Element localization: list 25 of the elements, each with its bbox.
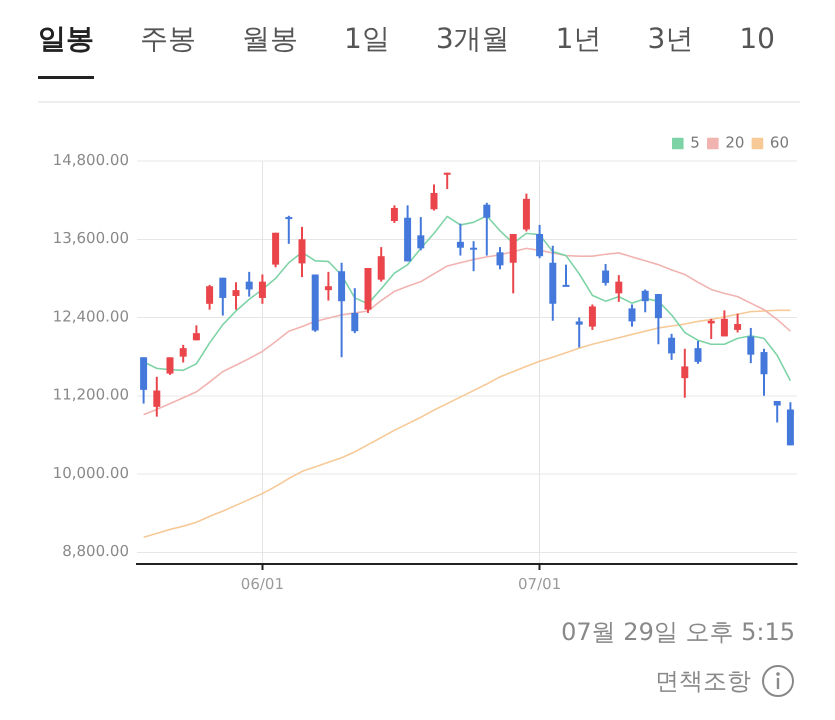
y-tick-label: 8,800.00	[62, 542, 129, 560]
text: 주봉	[140, 22, 196, 57]
candlestick	[576, 318, 583, 348]
y-tick-label: 13,600.00	[52, 229, 129, 248]
candlestick	[285, 216, 292, 244]
y-tick-label: 12,400.00	[52, 307, 129, 326]
legend-label: 20	[725, 133, 744, 152]
text: 면책조항	[655, 666, 751, 697]
text: 07월 29일 오후 5:15	[561, 617, 795, 648]
y-tick-label: 11,200.00	[52, 386, 129, 404]
y-tick-label: 14,800.00	[52, 150, 129, 169]
x-tick-label: 06/01	[240, 574, 284, 593]
x-tick-label: 07/01	[518, 574, 562, 593]
text: 3년	[647, 22, 694, 57]
text: 3개월	[436, 22, 510, 57]
text: 월봉	[242, 22, 298, 57]
text: 일봉	[38, 22, 94, 79]
candlestick	[562, 264, 570, 287]
text: 1년	[556, 22, 602, 57]
y-tick-label: 10,000.00	[52, 464, 129, 482]
legend-label: 5	[690, 133, 700, 152]
legend-label: 60	[770, 133, 790, 152]
text: 10	[739, 22, 775, 57]
candlestick	[470, 241, 478, 272]
text: 1일	[344, 22, 390, 57]
